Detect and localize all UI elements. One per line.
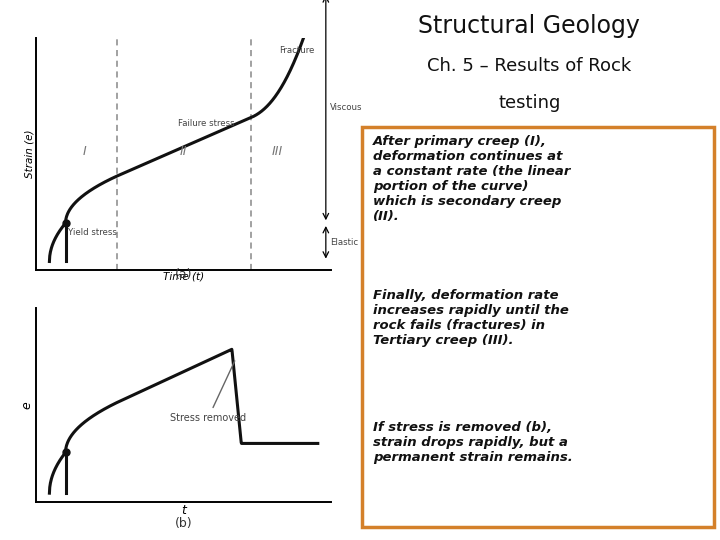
Text: (b): (b) [175,516,192,530]
Text: Ch. 5 – Results of Rock: Ch. 5 – Results of Rock [427,57,631,75]
Text: III: III [272,145,283,158]
Text: Fracture: Fracture [279,46,314,55]
Text: Viscous: Viscous [330,103,362,112]
Text: Failure stress: Failure stress [179,119,235,128]
Text: Stress removed: Stress removed [170,361,246,423]
Text: I: I [82,145,86,158]
X-axis label: Time (t): Time (t) [163,272,204,281]
Text: If stress is removed (b),
strain drops rapidly, but a
permanent strain remains.: If stress is removed (b), strain drops r… [373,421,572,464]
X-axis label: t: t [181,504,186,517]
Text: (a): (a) [175,268,192,281]
Text: Structural Geology: Structural Geology [418,14,640,37]
Text: Elastic: Elastic [330,238,358,247]
Y-axis label: e: e [20,401,33,409]
Text: Yield stress: Yield stress [68,228,117,238]
Text: Finally, deformation rate
increases rapidly until the
rock fails (fractures) in
: Finally, deformation rate increases rapi… [373,289,569,347]
Y-axis label: Strain (e): Strain (e) [24,130,35,178]
Text: After primary creep (I),
deformation continues at
a constant rate (the linear
po: After primary creep (I), deformation con… [373,135,570,223]
Text: II: II [180,145,187,158]
Text: testing: testing [498,94,560,112]
